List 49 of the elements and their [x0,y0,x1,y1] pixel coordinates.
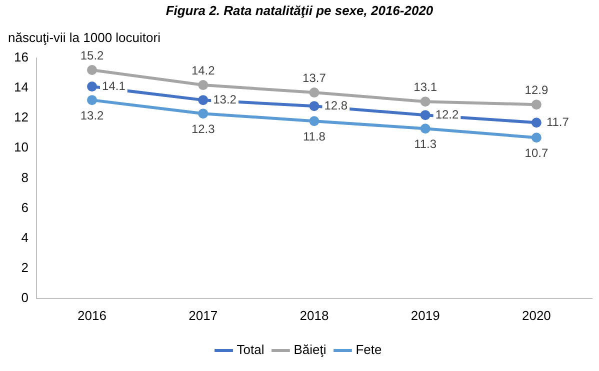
point [87,82,98,92]
point [531,132,542,143]
point [420,110,430,120]
data-label: 10.7 [524,146,548,160]
legend-label: Total [236,342,264,358]
x-tick-label: 2020 [522,308,551,323]
data-label: 13.2 [213,92,237,106]
x-tick-label: 2016 [78,308,106,323]
y-tick-label: 6 [21,200,28,215]
point [198,108,208,119]
legend-label: Băieţi [294,342,326,358]
point [420,124,430,134]
x-tick-label: 2018 [300,308,329,323]
point [309,101,320,112]
chart-title: Figura 2. Rata natalităţii pe sexe, 2016-2020 [164,3,434,18]
point [531,118,542,128]
point [420,96,430,107]
data-label: 12.9 [524,82,548,97]
point [309,88,320,98]
data-label: 12.3 [191,122,216,136]
y-tick-label: 0 [21,290,28,305]
y-tick-label: 10 [14,140,28,155]
data-label: 12.2 [435,107,460,122]
point [87,65,98,76]
point [198,80,208,90]
point [309,116,320,126]
data-label: 13.1 [414,80,438,94]
data-label: 11.3 [414,136,437,151]
legend-label: Fete [356,342,382,358]
y-tick-label: 4 [21,230,28,245]
y-axis-title: născuţi-vii la 1000 locuitori [8,30,160,45]
y-tick-label: 16 [14,50,28,65]
y-tick-label: 12 [14,110,28,125]
point [87,95,98,106]
data-label: 11.7 [546,114,570,129]
data-label: 13.7 [302,70,326,85]
data-label: 13.2 [80,108,104,122]
point [198,95,208,106]
data-label: 14.2 [191,63,216,78]
point [531,100,542,110]
data-label: 15.2 [80,48,104,62]
y-tick-label: 14 [14,80,28,95]
data-label: 11.8 [302,129,326,144]
data-label: 12.8 [324,98,348,112]
y-tick-label: 8 [21,170,28,185]
x-tick-label: 2019 [410,308,440,323]
y-tick-label: 2 [21,260,28,275]
data-label: 14.1 [102,78,126,93]
x-tick-label: 2017 [188,308,218,323]
